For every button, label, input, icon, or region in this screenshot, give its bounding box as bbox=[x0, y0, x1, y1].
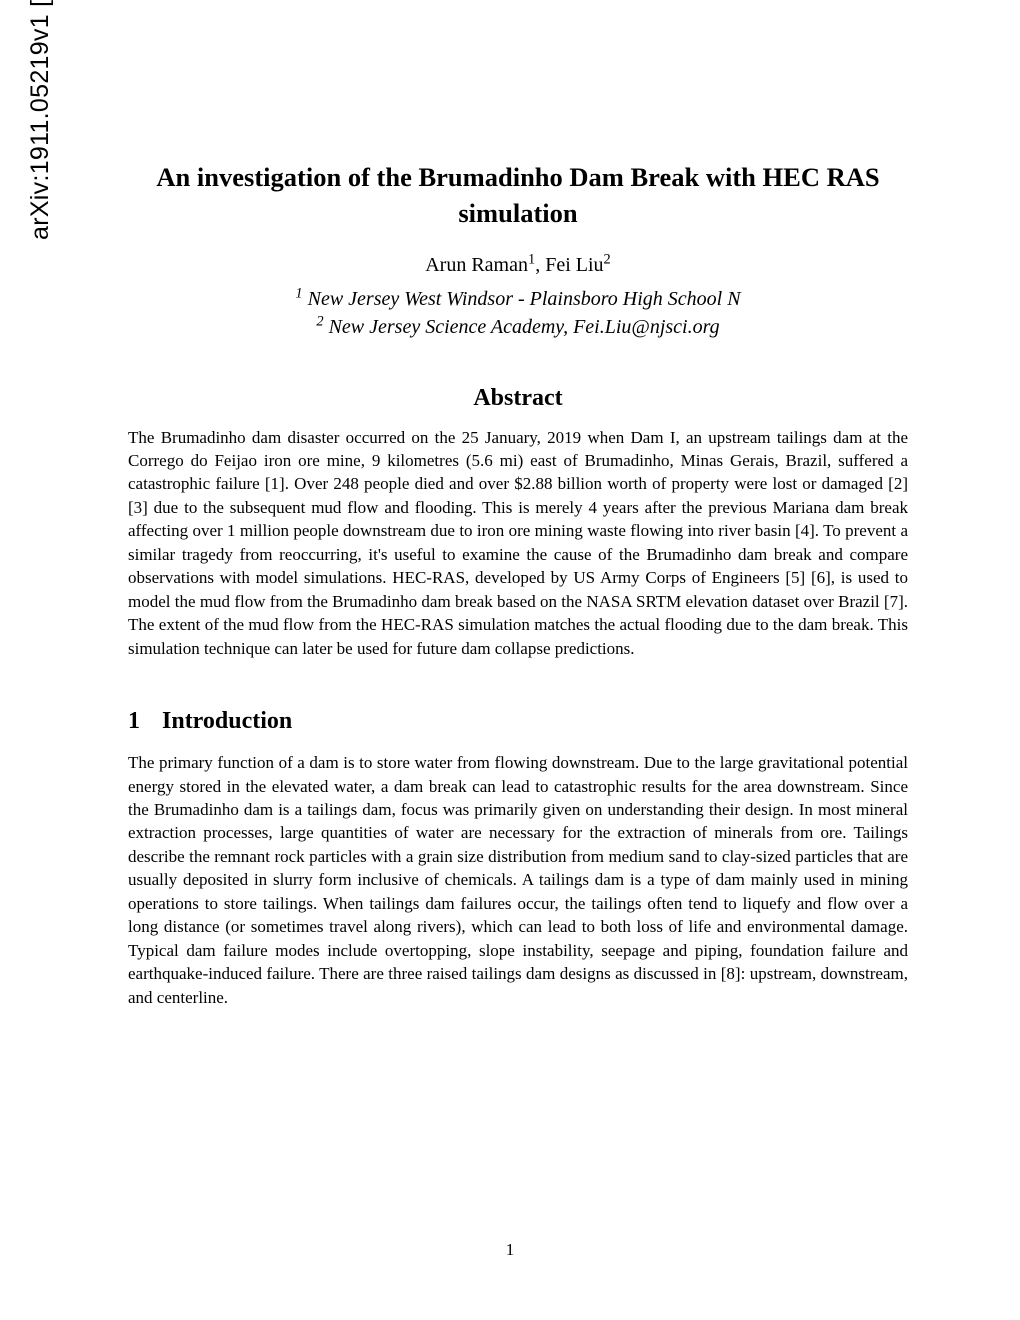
abstract-heading: Abstract bbox=[128, 385, 908, 412]
section-1-text: The primary function of a dam is to stor… bbox=[128, 751, 908, 1009]
affiliation-1: 1 New Jersey West Windsor - Plainsboro H… bbox=[128, 285, 908, 313]
page-number: 1 bbox=[0, 1240, 1020, 1260]
arxiv-identifier: arXiv:1911.05219v1 [physics.comp-ph] 13 … bbox=[26, 0, 55, 240]
affiliation-2: 2 New Jersey Science Academy, Fei.Liu@nj… bbox=[128, 313, 908, 341]
paper-content: An investigation of the Brumadinho Dam B… bbox=[128, 160, 908, 1009]
section-1-title: Introduction bbox=[162, 708, 292, 734]
abstract-text: The Brumadinho dam disaster occurred on … bbox=[128, 426, 908, 661]
paper-title: An investigation of the Brumadinho Dam B… bbox=[128, 160, 908, 232]
authors-line: Arun Raman1, Fei Liu2 bbox=[128, 254, 908, 277]
section-1-number: 1 bbox=[128, 708, 140, 735]
section-1-heading: 1 Introduction bbox=[128, 708, 908, 735]
